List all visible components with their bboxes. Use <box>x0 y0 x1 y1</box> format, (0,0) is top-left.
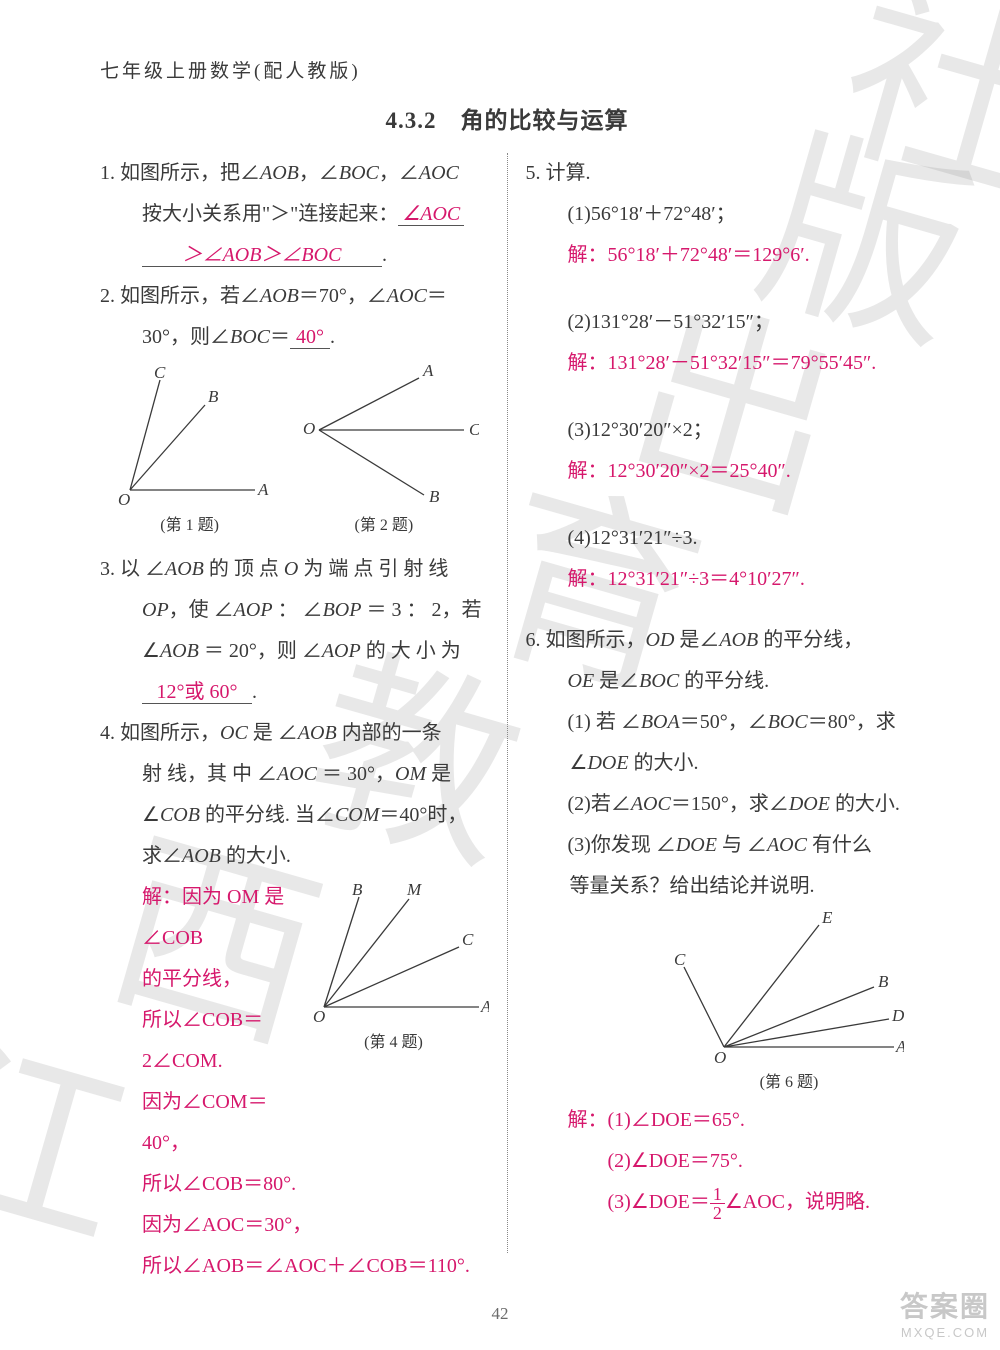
q1-answer-line1: ∠AOC <box>398 203 464 226</box>
q2: 2. 如图所示，若∠AOB＝70°，∠AOC＝ <box>100 276 489 317</box>
caption-1: (第 1 题) <box>110 510 270 543</box>
q1-answer-line2: ＞∠AOB＞∠BOC <box>142 244 382 267</box>
q4-solution-row: 解：因为 OM 是∠COB 的平分线， 所以∠COB＝2∠COM. 因为∠COM… <box>100 877 489 1205</box>
corner-line1: 答案圈 <box>900 1285 990 1325</box>
svg-text:C: C <box>462 930 474 949</box>
figure-6: O A D B E C (第 6 题) <box>674 907 904 1100</box>
svg-text:O: O <box>714 1048 726 1067</box>
corner-brand: 答案圈 MXQE.COM <box>900 1285 990 1340</box>
q5-p4: (4)12°31′21″÷3. <box>526 518 915 559</box>
q4-s3: 所以∠COB＝2∠COM. <box>142 1000 299 1082</box>
two-columns: 1. 如图所示，把∠AOB，∠BOC，∠AOC 按大小关系用"＞"连接起来：∠A… <box>100 153 914 1287</box>
svg-text:C: C <box>154 363 166 382</box>
q4-s7: 所以∠AOB＝∠AOC＋∠COB＝110°. <box>100 1246 489 1287</box>
svg-text:C: C <box>469 420 479 439</box>
page: 七年级上册数学(配人教版) 4.3.2 角的比较与运算 1. 如图所示，把∠AO… <box>0 0 1000 1350</box>
svg-text:A: A <box>895 1037 904 1056</box>
svg-text:O: O <box>313 1007 325 1026</box>
q1: 1. 如图所示，把∠AOB，∠BOC，∠AOC <box>100 153 489 194</box>
q2-answer: 40° <box>290 326 330 349</box>
figure-1: O A B C (第 1 题) <box>110 360 270 543</box>
svg-text:C: C <box>674 950 686 969</box>
q4: 4. 如图所示，OC 是 ∠AOB 内部的一条 <box>100 713 489 754</box>
q6-a1: 解：(1)∠DOE＝65°. <box>526 1100 915 1141</box>
q1-text: 1. 如图所示，把∠ <box>100 162 260 184</box>
q1-line2: 按大小关系用"＞"连接起来：∠AOC <box>100 194 489 235</box>
figure-6-wrap: O A D B E C (第 6 题) <box>526 907 915 1100</box>
q5-a4: 解：12°31′21″÷3＝4°10′27″. <box>526 559 915 600</box>
q5-head: 5. 计算. <box>526 153 915 194</box>
svg-text:A: A <box>422 361 434 380</box>
q6-a2: (2)∠DOE＝75°. <box>526 1141 915 1182</box>
page-number: 42 <box>0 1304 1000 1324</box>
svg-text:A: A <box>257 480 269 499</box>
q3-answer: 12°或 60° <box>142 681 252 704</box>
q5-p2: (2)131°28′－51°32′15″； <box>526 302 915 343</box>
q2-line2: 30°，则∠BOC＝40°. <box>100 317 489 358</box>
svg-text:O: O <box>303 419 315 438</box>
svg-text:O: O <box>118 490 130 509</box>
q6-a3: (3)∠DOE＝12∠AOC，说明略. <box>526 1182 915 1223</box>
q6: 6. 如图所示，OD 是∠AOB 的平分线， <box>526 620 915 661</box>
svg-text:M: M <box>406 880 422 899</box>
svg-text:A: A <box>480 997 489 1016</box>
svg-text:B: B <box>352 880 363 899</box>
q5-p1: (1)56°18′＋72°48′； <box>526 194 915 235</box>
q4-s6: 因为∠AOC＝30°， <box>100 1205 489 1246</box>
q4-s5: 所以∠COB＝80°. <box>142 1164 299 1205</box>
column-left: 1. 如图所示，把∠AOB，∠BOC，∠AOC 按大小关系用"＞"连接起来：∠A… <box>100 153 507 1287</box>
caption-6: (第 6 题) <box>674 1067 904 1100</box>
caption-4: (第 4 题) <box>299 1027 489 1060</box>
q4-s1: 解：因为 OM 是∠COB <box>142 877 299 959</box>
svg-text:B: B <box>878 972 889 991</box>
corner-line2: MXQE.COM <box>900 1325 990 1340</box>
svg-text:D: D <box>891 1006 904 1025</box>
q5-p3: (3)12°30′20″×2； <box>526 410 915 451</box>
q5-a3: 解：12°30′20″×2＝25°40″. <box>526 451 915 492</box>
caption-2: (第 2 题) <box>289 510 479 543</box>
svg-text:B: B <box>429 487 440 506</box>
q5-a1: 解：56°18′＋72°48′＝129°6′. <box>526 235 915 276</box>
svg-text:B: B <box>208 387 219 406</box>
q1-aob: AOB <box>260 162 299 184</box>
page-header: 七年级上册数学(配人教版) <box>100 56 914 83</box>
section-title: 4.3.2 角的比较与运算 <box>100 101 914 135</box>
figures-row-1-2: O A B C (第 1 题) <box>100 360 489 543</box>
q4-s4: 因为∠COM＝40°， <box>142 1082 299 1164</box>
column-right: 5. 计算. (1)56°18′＋72°48′； 解：56°18′＋72°48′… <box>508 153 915 1287</box>
svg-text:E: E <box>821 908 833 927</box>
q3: 3. 以 ∠AOB 的 顶 点 O 为 端 点 引 射 线 <box>100 549 489 590</box>
q1-line3: ＞∠AOB＞∠BOC. <box>100 235 489 276</box>
figure-4: O A C M B (第 4 题) <box>299 877 489 1060</box>
q5-a2: 解：131°28′－51°32′15″＝79°55′45″. <box>526 343 915 384</box>
figure-2: O A C B (第 2 题) <box>289 360 479 543</box>
q4-s2: 的平分线， <box>142 959 299 1000</box>
